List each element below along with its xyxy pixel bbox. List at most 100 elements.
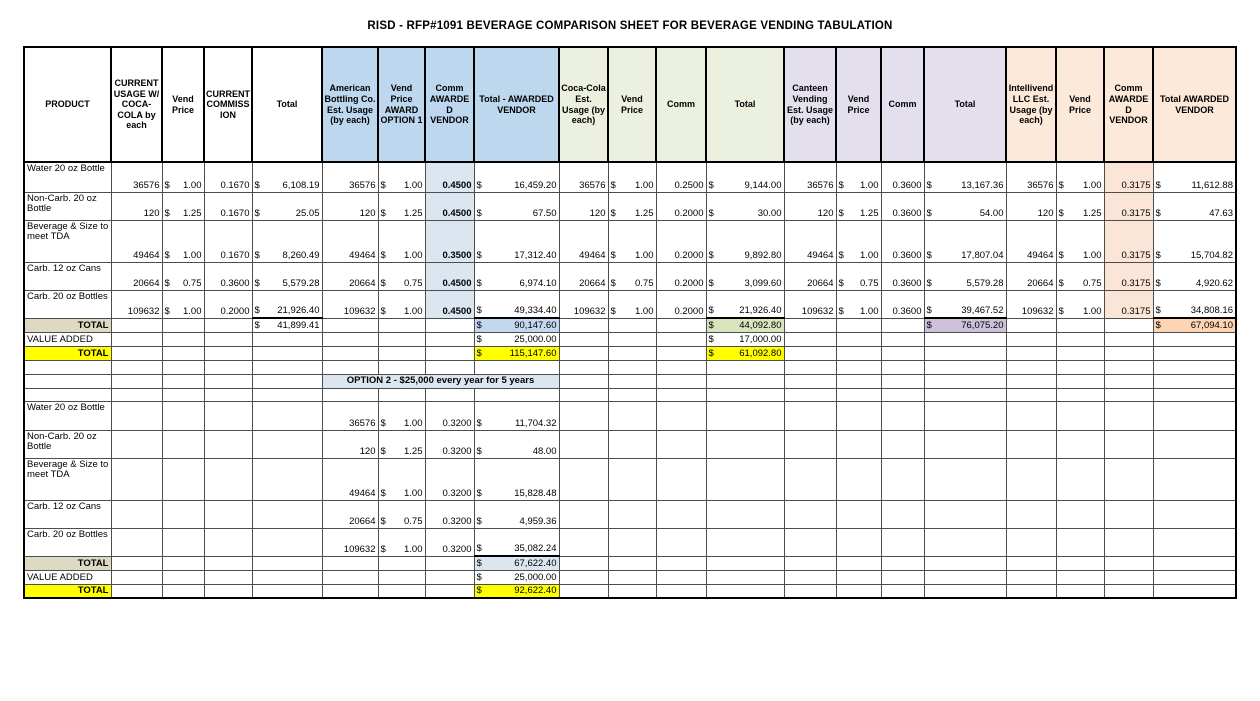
empty-cell: [161, 555, 205, 571]
empty-cell: [880, 583, 925, 599]
number-cell: 20664: [321, 261, 379, 291]
total-cell: $3,099.60: [705, 261, 785, 291]
empty-cell: [607, 387, 657, 402]
empty-cell: [783, 317, 837, 333]
empty-cell: [835, 359, 882, 375]
number-cell: 0.3500: [424, 219, 475, 263]
column-header-16: Comm: [880, 46, 925, 163]
number-cell: 20664: [1005, 261, 1057, 291]
empty-cell: [705, 400, 785, 431]
column-header-4: CURRENT COMMISSION: [203, 46, 253, 163]
empty-cell: [1055, 429, 1105, 459]
number-cell: 36576: [1005, 161, 1057, 193]
empty-cell: [203, 569, 253, 585]
grand-total-row: TOTAL $115,147.60 $61,092.80: [23, 345, 1237, 361]
empty-cell: [203, 400, 253, 431]
price-cell: $1.25: [377, 429, 426, 459]
number-cell: 49464: [321, 219, 379, 263]
empty-cell: [1005, 555, 1057, 571]
table-header: PRODUCT CURRENT USAGE W/ COCA-COLA by eac…: [23, 46, 1237, 163]
price-cell: $0.75: [377, 261, 426, 291]
column-header-14: Canteen Vending Est. Usage (by each): [783, 46, 837, 163]
empty-cell: [1005, 373, 1057, 389]
empty-cell: [1152, 569, 1237, 585]
empty-cell: [1055, 387, 1105, 402]
empty-cell: [110, 400, 163, 431]
price-cell: $1.00: [377, 219, 426, 263]
table-row: Beverage & Size to meet TDA 49464 $1.00 0.1…: [23, 219, 1237, 263]
empty-cell: [161, 387, 205, 402]
empty-cell: [1103, 345, 1154, 361]
price-cell: $1.00: [835, 289, 882, 319]
empty-cell: [558, 400, 609, 431]
number-cell: 0.2000: [655, 191, 707, 221]
empty-cell: [655, 345, 707, 361]
price-cell: $1.00: [377, 457, 426, 501]
empty-cell: [424, 317, 475, 333]
column-header-10: Coca-Cola Est. Usage (by each): [558, 46, 609, 163]
column-header-18: Intellivend LLC Est. Usage (by each): [1005, 46, 1057, 163]
number-cell: 109632: [110, 289, 163, 319]
empty-cell: [161, 429, 205, 459]
empty-cell: [1055, 569, 1105, 585]
total-cell: $21,926.40: [705, 289, 785, 319]
empty-cell: [705, 359, 785, 375]
empty-cell: [251, 499, 323, 529]
empty-cell: [1103, 527, 1154, 557]
empty-cell: [1152, 429, 1237, 459]
product-cell: Non-Carb. 20 oz Bottle: [23, 429, 112, 459]
column-header-17: Total: [923, 46, 1007, 163]
product-cell: Carb. 12 oz Cans: [23, 499, 112, 529]
empty-cell: [607, 345, 657, 361]
empty-cell: [110, 555, 163, 571]
product-cell: Non-Carb. 20 oz Bottle: [23, 191, 112, 221]
empty-cell: [607, 527, 657, 557]
empty-cell: [607, 400, 657, 431]
empty-cell: [473, 387, 560, 402]
number-cell: 0.3600: [880, 289, 925, 319]
empty-cell: [424, 387, 475, 402]
empty-cell: [251, 429, 323, 459]
grand-total-row: TOTAL $92,622.40: [23, 583, 1237, 599]
empty-cell: [558, 457, 609, 501]
empty-cell: [203, 499, 253, 529]
empty-cell: [1103, 373, 1154, 389]
total-cell: $6,108.19: [251, 161, 323, 193]
price-cell: $1.00: [835, 219, 882, 263]
column-header-21: Total AWARDED VENDOR: [1152, 46, 1237, 163]
empty-cell: [1005, 331, 1057, 347]
table-body: Water 20 oz Bottle 36576 $1.00 0.1670 $6,108…: [23, 161, 1237, 599]
empty-cell: [783, 569, 837, 585]
number-cell: 0.3175: [1103, 161, 1154, 193]
empty-cell: [655, 555, 707, 571]
empty-cell: [424, 569, 475, 585]
sheet-title: RISD - RFP#1091 BEVERAGE COMPARISON SHEE…: [367, 20, 893, 32]
column-header-5: Total: [251, 46, 323, 163]
empty-cell: [251, 373, 323, 389]
empty-cell: [655, 499, 707, 529]
empty-cell: [835, 400, 882, 431]
column-header-1: PRODUCT: [23, 46, 112, 163]
total-value: $44,092.80: [705, 317, 785, 333]
value-added-row: VALUE ADDED $25,000.00 $17,000.00: [23, 331, 1237, 347]
row-label: TOTAL: [23, 317, 112, 333]
price-cell: $1.00: [1055, 289, 1105, 319]
empty-cell: [1005, 359, 1057, 375]
empty-cell: [923, 373, 1007, 389]
row-label: TOTAL: [23, 555, 112, 571]
empty-cell: [880, 331, 925, 347]
number-cell: 120: [1005, 191, 1057, 221]
empty-cell: [161, 400, 205, 431]
table-row: Carb. 12 oz Cans 20664 $0.75 0.3200 $4,959.3…: [23, 499, 1237, 529]
empty-cell: [1152, 359, 1237, 375]
number-cell: 0.2000: [655, 261, 707, 291]
empty-cell: [705, 583, 785, 599]
empty-cell: [203, 583, 253, 599]
empty-cell: [110, 499, 163, 529]
empty-cell: [110, 359, 163, 375]
empty-cell: [880, 400, 925, 431]
number-cell: 0.3200: [424, 429, 475, 459]
empty-cell: [880, 373, 925, 389]
empty-cell: [1103, 555, 1154, 571]
empty-cell: [251, 457, 323, 501]
